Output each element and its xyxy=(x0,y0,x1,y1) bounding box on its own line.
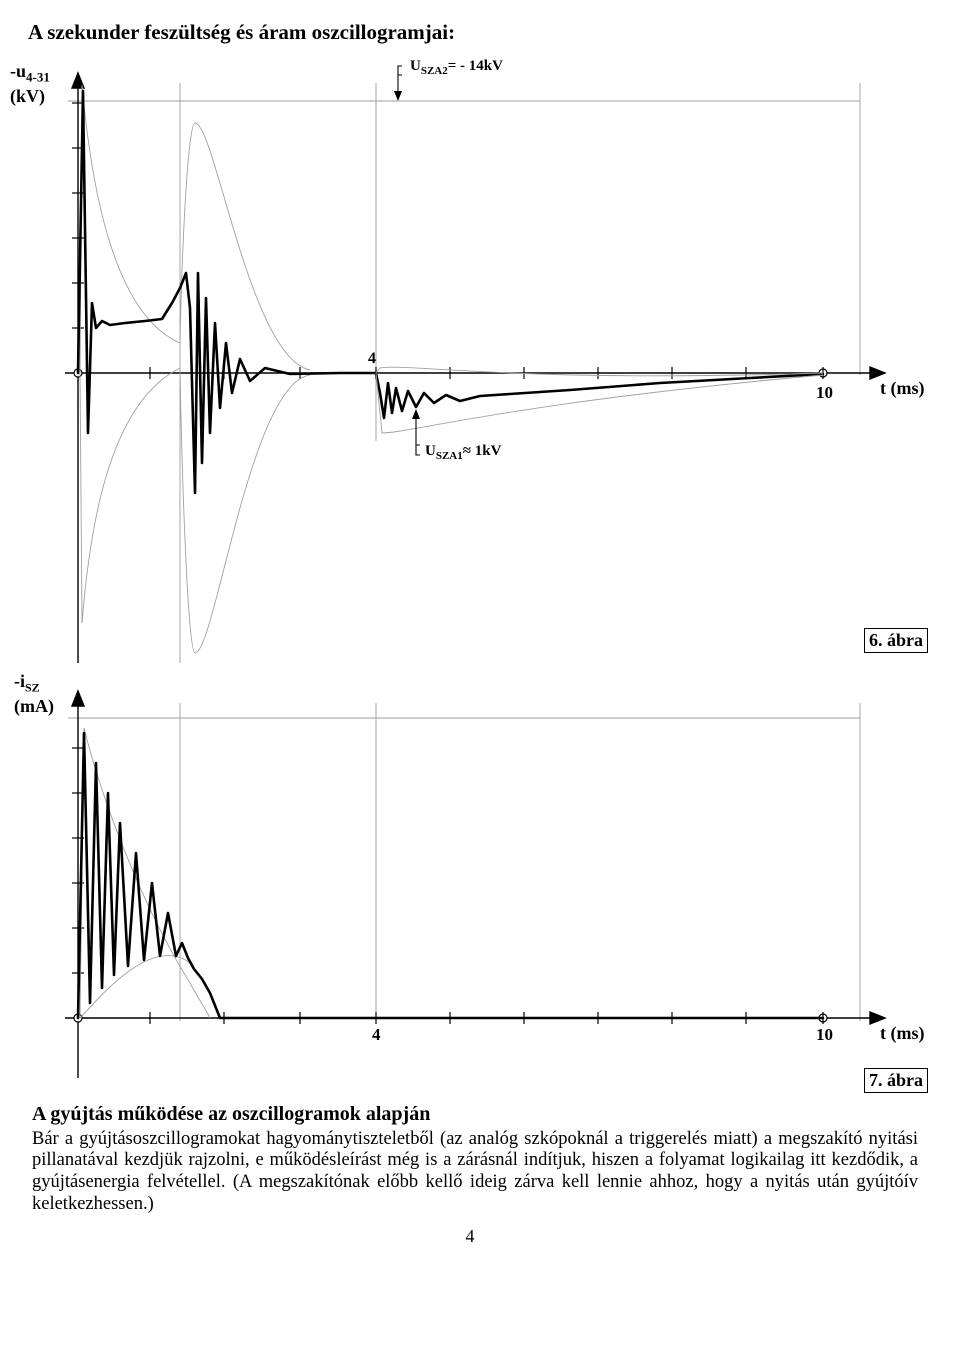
chart1-tick-10: 10 xyxy=(816,383,833,403)
body-heading: A gyújtás működése az oszcillogramok ala… xyxy=(32,1103,918,1127)
chart2-svg xyxy=(10,673,930,1093)
chart1-y-label: -u4-31 (kV) xyxy=(10,61,50,107)
chart2-tick-4: 4 xyxy=(372,1025,381,1045)
chart2-y-label: -iSZ (mA) xyxy=(14,671,54,717)
chart2-x-label: t (ms) xyxy=(880,1023,924,1044)
chart1-x-label: t (ms) xyxy=(880,378,924,399)
chart1-caption: 6. ábra xyxy=(864,628,928,653)
page-title: A szekunder feszültség és áram oszcillog… xyxy=(28,20,930,45)
marker-usza2-label: USZA2= - 14kV xyxy=(410,58,503,77)
chart2-tick-10: 10 xyxy=(816,1025,833,1045)
marker-usza1-label: USZA1≈ 1kV xyxy=(425,443,501,462)
body-paragraph: Bár a gyújtásoszcillogramokat hagyományt… xyxy=(32,1129,918,1216)
chart1-tick-4-inline: 4 xyxy=(368,350,376,367)
oscillogram-current: -iSZ (mA) xyxy=(10,673,930,1093)
oscillogram-voltage: -u4-31 (kV) USZA2= - 14kV xyxy=(10,63,930,683)
chart2-caption: 7. ábra xyxy=(864,1068,928,1093)
body-text: A gyújtás működése az oszcillogramok ala… xyxy=(32,1103,918,1216)
page-number: 4 xyxy=(10,1226,930,1247)
chart1-svg: 4 xyxy=(10,63,930,683)
